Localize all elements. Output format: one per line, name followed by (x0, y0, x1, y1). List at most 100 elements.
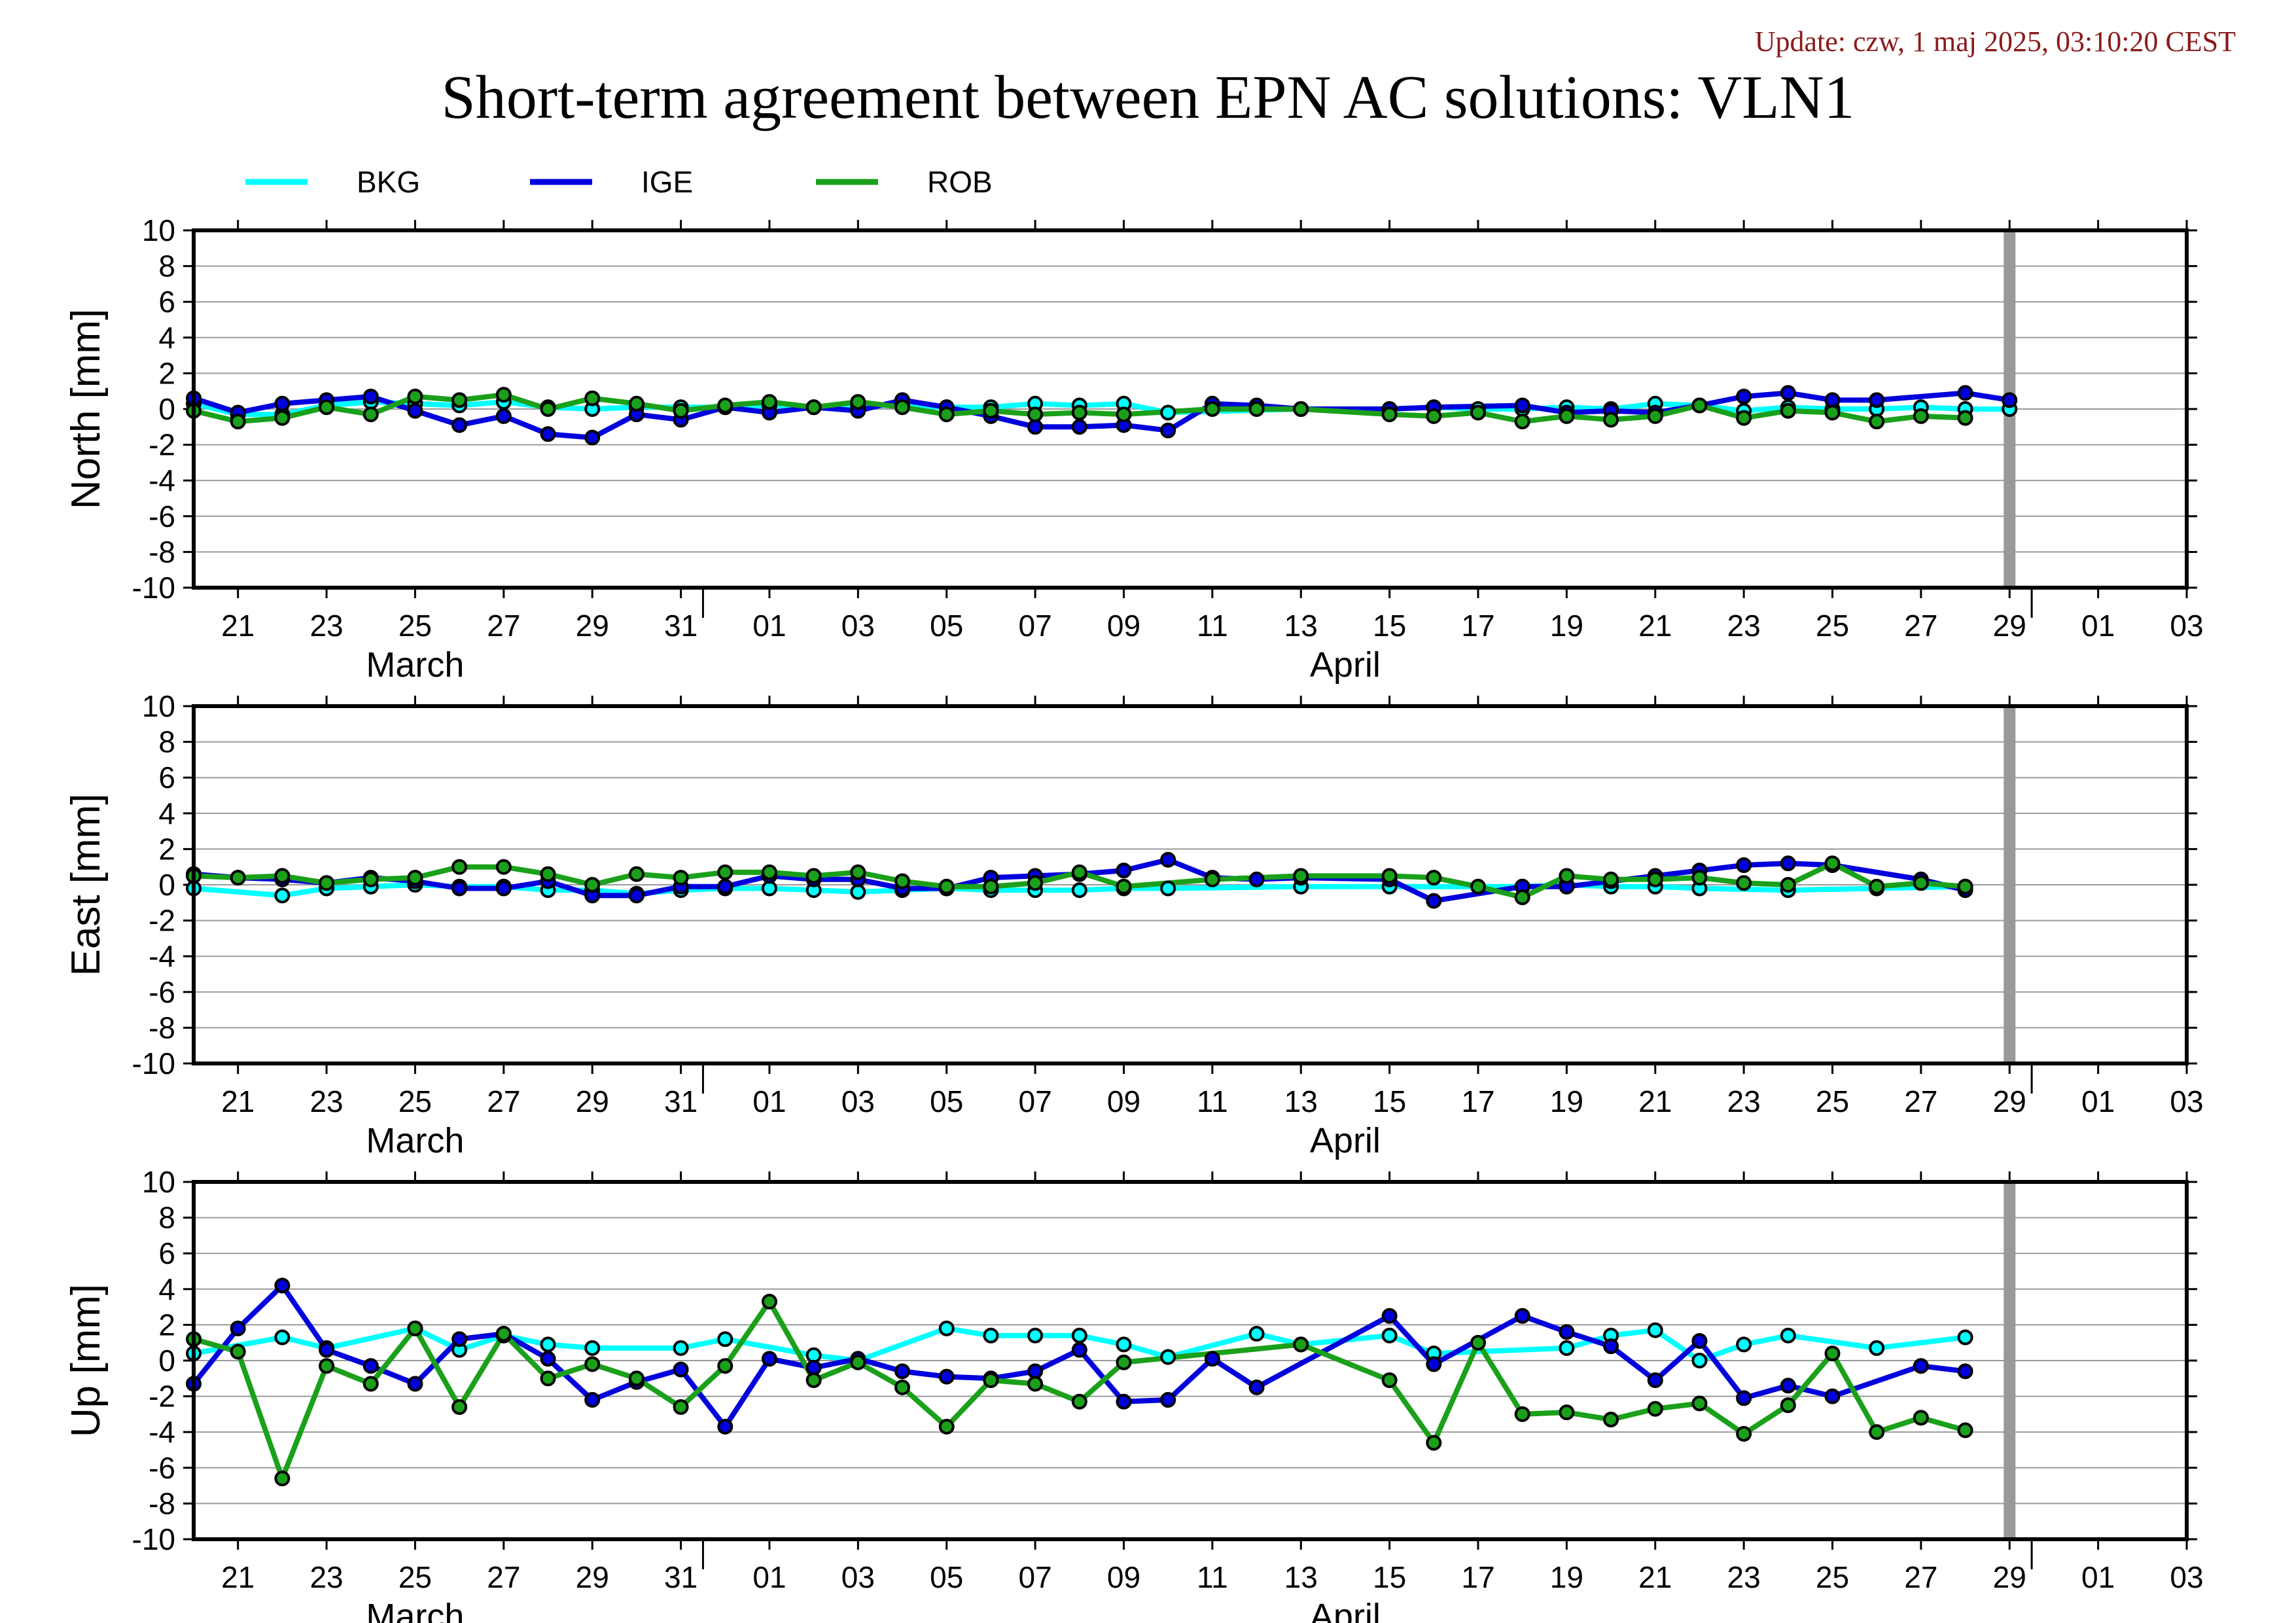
data-point-ige (540, 426, 556, 442)
data-point-bkg (540, 1336, 556, 1353)
data-point-bkg (1559, 1340, 1575, 1356)
data-point-ige (1603, 1338, 1619, 1355)
y-tick-label: -8 (149, 1010, 175, 1044)
data-point-rob (1824, 855, 1841, 872)
month-label: April (1310, 1121, 1381, 1160)
x-tick-label: 31 (664, 1084, 698, 1118)
data-point-ige (717, 1419, 733, 1435)
x-tick-label: 03 (841, 609, 875, 643)
data-point-rob (1869, 414, 1885, 430)
data-point-rob (1116, 1354, 1132, 1370)
y-axis-label: East [mm] (63, 793, 109, 976)
legend-label-rob: ROB (927, 165, 993, 199)
data-point-rob (1293, 868, 1309, 884)
y-tick-label: -10 (132, 1522, 175, 1556)
y-tick-label: 6 (158, 1236, 175, 1270)
data-point-rob (451, 392, 468, 408)
data-point-ige (1780, 855, 1796, 872)
data-point-rob (1736, 1425, 1752, 1442)
data-point-rob (761, 864, 777, 880)
data-point-rob (1071, 404, 1087, 421)
data-point-rob (1426, 870, 1442, 886)
data-point-ige (1913, 1358, 1929, 1374)
data-point-bkg (983, 1327, 999, 1344)
data-point-rob (850, 394, 866, 410)
data-point-bkg (1691, 1353, 1708, 1368)
data-point-ige (584, 1392, 601, 1408)
data-point-bkg (1736, 1336, 1752, 1353)
legend-label-ige: IGE (641, 165, 693, 199)
data-point-rob (1603, 412, 1619, 428)
x-tick-label: 29 (1993, 609, 2026, 643)
x-tick-label: 01 (2081, 1084, 2115, 1118)
x-tick-label: 23 (1727, 1084, 1761, 1118)
data-point-rob (1293, 1336, 1309, 1353)
data-point-ige (1381, 1308, 1398, 1324)
data-point-bkg (1869, 1340, 1885, 1356)
data-point-ige (894, 1363, 911, 1380)
data-point-ige (1426, 1356, 1442, 1372)
data-point-ige (451, 1331, 468, 1347)
x-tick-label: 27 (1904, 1560, 1937, 1594)
data-point-rob (319, 875, 335, 891)
data-point-ige (628, 887, 645, 904)
data-point-ige (495, 408, 512, 424)
data-point-bkg (584, 1340, 601, 1356)
x-tick-label: 05 (930, 609, 963, 643)
data-point-rob (1957, 1422, 1973, 1438)
x-tick-label: 27 (487, 1560, 520, 1594)
x-tick-label: 29 (576, 609, 609, 643)
x-tick-label: 23 (1727, 609, 1761, 643)
data-point-bkg (673, 1340, 689, 1356)
data-point-bkg (1160, 880, 1176, 897)
y-tick-label: 4 (158, 796, 175, 830)
data-point-ige (1559, 1324, 1575, 1340)
data-point-ige (495, 880, 512, 897)
data-point-ige (1736, 857, 1752, 873)
x-tick-label: 13 (1284, 1560, 1318, 1594)
y-tick-label: -6 (149, 1451, 175, 1485)
data-point-rob (1957, 878, 1973, 895)
data-point-rob (850, 864, 866, 880)
data-point-rob (983, 1372, 999, 1389)
data-point-rob (451, 1399, 468, 1415)
data-point-rob (761, 1293, 777, 1310)
month-label: April (1310, 645, 1381, 685)
data-point-ige (1780, 385, 1796, 401)
month-label: April (1310, 1597, 1381, 1623)
y-tick-label: 4 (158, 321, 175, 355)
y-tick-label: -2 (149, 428, 175, 462)
data-point-rob (1381, 868, 1398, 884)
data-point-bkg (1116, 1336, 1132, 1353)
data-point-rob (540, 1370, 556, 1387)
y-tick-label: -4 (149, 939, 175, 973)
data-point-ige (1160, 422, 1176, 438)
x-tick-label: 01 (752, 609, 786, 643)
data-point-rob (1736, 875, 1752, 891)
y-tick-label: -8 (149, 535, 175, 569)
y-tick-label: -6 (149, 499, 175, 533)
x-tick-label: 07 (1019, 1560, 1052, 1594)
data-point-bkg (761, 880, 777, 897)
x-tick-label: 27 (1904, 1084, 1937, 1118)
y-tick-label: 2 (158, 832, 175, 866)
data-point-rob (1116, 406, 1132, 423)
data-point-ige (407, 402, 423, 419)
x-tick-label: 27 (487, 609, 520, 643)
data-point-rob (230, 414, 246, 430)
data-point-rob (495, 859, 512, 875)
data-point-ige (805, 1359, 822, 1376)
x-tick-label: 07 (1019, 609, 1052, 643)
month-label: March (366, 1597, 464, 1623)
data-point-rob (1381, 406, 1398, 423)
panel-frame (192, 704, 2189, 1065)
data-point-rob (1027, 406, 1044, 423)
x-tick-label: 05 (930, 1560, 963, 1594)
data-point-ige (274, 395, 291, 412)
x-tick-label: 25 (398, 609, 432, 643)
x-tick-label: 21 (221, 1084, 255, 1118)
data-point-rob (1559, 1404, 1575, 1421)
data-point-ige (1736, 388, 1752, 404)
x-tick-label: 03 (2170, 1084, 2203, 1118)
x-tick-label: 31 (664, 609, 698, 643)
